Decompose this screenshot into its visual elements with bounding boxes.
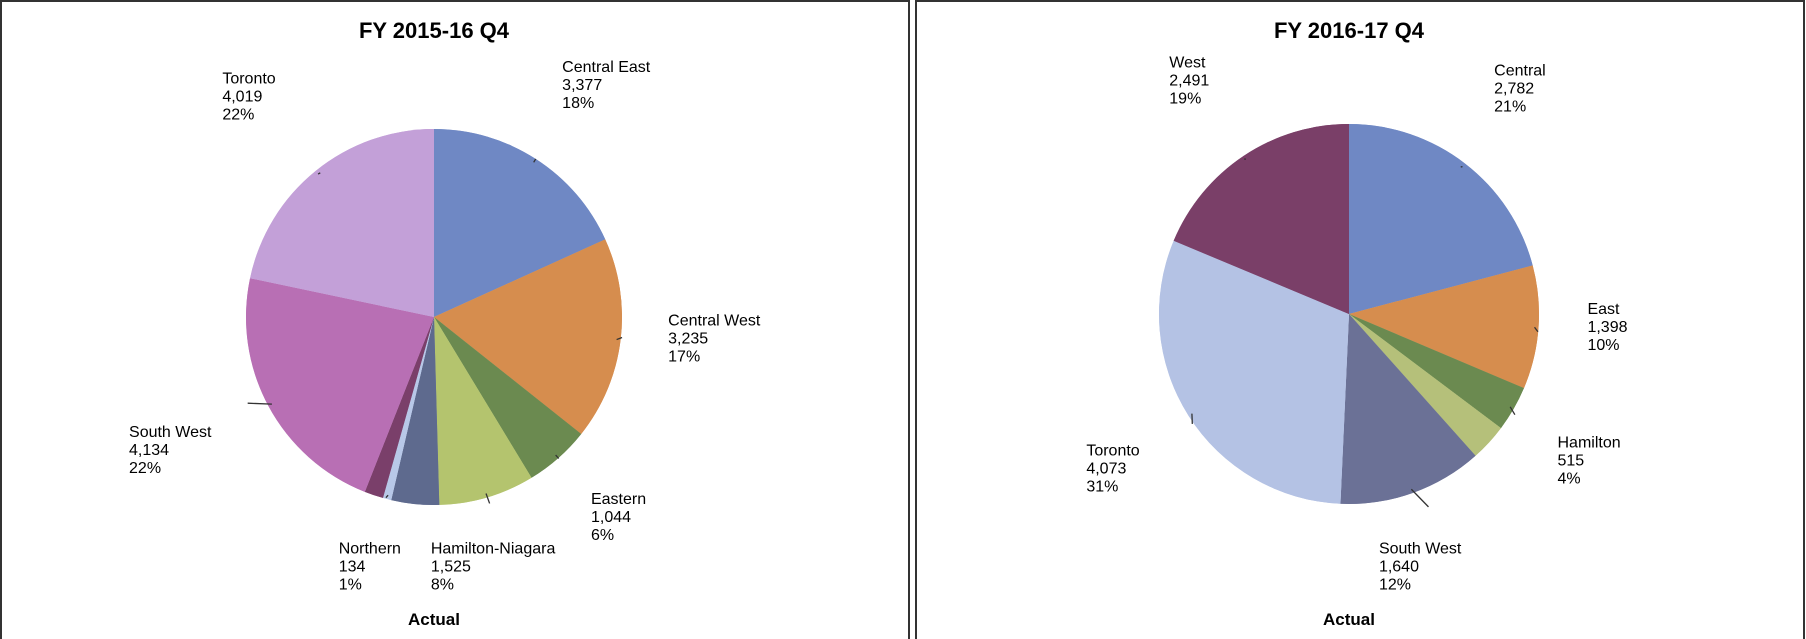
percent-label: 18% bbox=[562, 95, 594, 112]
percent-label: 22% bbox=[222, 106, 254, 123]
slice-label: Toronto bbox=[222, 70, 275, 87]
percent-label: 12% bbox=[1379, 576, 1411, 593]
slice-label: Hamilton bbox=[1558, 434, 1621, 451]
slice-label: Central West bbox=[668, 312, 761, 329]
leader-line bbox=[555, 454, 560, 459]
slice-label: South West bbox=[1379, 540, 1462, 557]
percent-label: 8% bbox=[431, 576, 454, 593]
slice-label: Northern bbox=[339, 540, 401, 557]
percent-label: 21% bbox=[1494, 98, 1526, 115]
percent-label: 17% bbox=[668, 348, 700, 365]
slice-label: South West bbox=[129, 424, 212, 441]
panel-border bbox=[0, 0, 910, 639]
value-label: 134 bbox=[339, 558, 366, 575]
value-label: 515 bbox=[1558, 452, 1585, 469]
slice-label: Hamilton-Niagara bbox=[431, 540, 556, 557]
chart-title: FY 2015-16 Q4 bbox=[359, 18, 510, 43]
value-label: 4,073 bbox=[1086, 461, 1126, 478]
slice-label: West bbox=[1169, 54, 1206, 71]
leader-line bbox=[247, 402, 272, 405]
slice-label: Central East bbox=[562, 59, 651, 76]
percent-label: 4% bbox=[1558, 470, 1581, 487]
value-label: 2,491 bbox=[1169, 72, 1209, 89]
value-label: 3,377 bbox=[562, 77, 602, 94]
value-label: 1,044 bbox=[591, 509, 631, 526]
value-label: 1,525 bbox=[431, 558, 471, 575]
slice-label: East bbox=[1587, 301, 1620, 318]
percent-label: 19% bbox=[1169, 90, 1201, 107]
leader-line bbox=[1410, 488, 1429, 508]
value-label: 4,134 bbox=[129, 442, 169, 459]
percent-label: 6% bbox=[591, 527, 614, 544]
percent-label: 1% bbox=[339, 576, 362, 593]
slice-label: Toronto bbox=[1086, 443, 1139, 460]
x-axis-label: Actual bbox=[1323, 610, 1375, 629]
value-label: 2,782 bbox=[1494, 80, 1534, 97]
leader-line bbox=[317, 172, 321, 175]
leader-line bbox=[616, 336, 623, 341]
value-label: 1,398 bbox=[1587, 319, 1627, 336]
value-label: 3,235 bbox=[668, 330, 708, 347]
slice-label: Eastern bbox=[591, 491, 646, 508]
leader-line bbox=[1509, 406, 1516, 416]
x-axis-label: Actual bbox=[408, 610, 460, 629]
chart-title: FY 2016-17 Q4 bbox=[1274, 18, 1425, 43]
leader-line bbox=[1534, 326, 1539, 333]
percent-label: 22% bbox=[129, 460, 161, 477]
value-label: 4,019 bbox=[222, 88, 262, 105]
slice-label: Central bbox=[1494, 62, 1546, 79]
value-label: 1,640 bbox=[1379, 558, 1419, 575]
leader-line bbox=[533, 158, 537, 163]
percent-label: 10% bbox=[1587, 337, 1619, 354]
panel-border bbox=[915, 0, 1805, 639]
percent-label: 31% bbox=[1086, 479, 1118, 496]
leader-line bbox=[485, 493, 491, 504]
